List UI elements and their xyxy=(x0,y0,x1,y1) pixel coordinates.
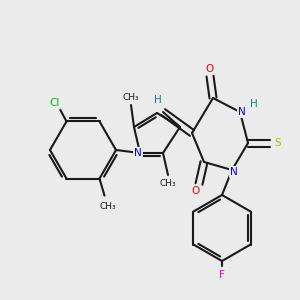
Text: O: O xyxy=(206,64,214,74)
Text: CH₃: CH₃ xyxy=(99,202,116,211)
Text: F: F xyxy=(219,270,225,280)
Text: CH₃: CH₃ xyxy=(160,178,176,188)
Text: N: N xyxy=(230,167,238,177)
Text: H: H xyxy=(154,95,162,105)
Text: N: N xyxy=(238,107,246,117)
Text: H: H xyxy=(250,99,258,109)
Text: Cl: Cl xyxy=(49,98,60,108)
Text: CH₃: CH₃ xyxy=(123,92,139,101)
Text: O: O xyxy=(192,186,200,196)
Text: N: N xyxy=(134,148,142,158)
Text: S: S xyxy=(275,138,281,148)
